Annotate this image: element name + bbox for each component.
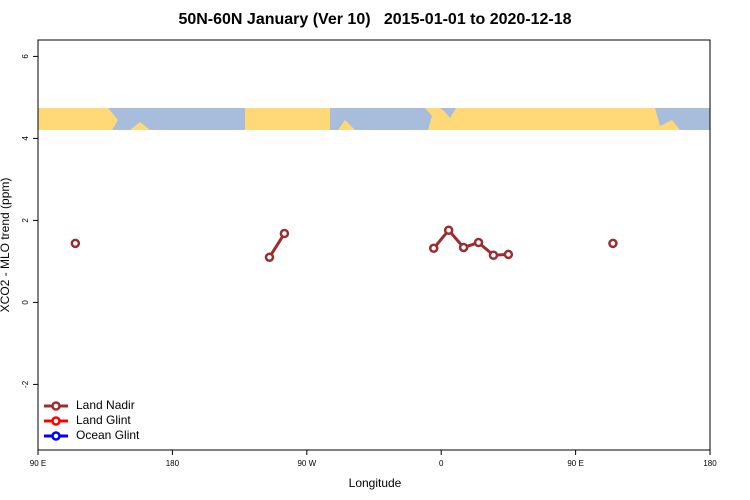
y-tick-label: 6 (21, 54, 30, 59)
y-tick-label: 2 (21, 218, 30, 223)
data-point (473, 237, 484, 248)
plot-frame (37, 39, 711, 451)
legend-label: Land Nadir (76, 398, 135, 412)
data-point (428, 243, 439, 254)
x-tick-label: 180 (166, 459, 180, 468)
x-tick-label: 180 (703, 459, 717, 468)
y-tick-label: -2 (21, 380, 30, 388)
legend-marker (51, 416, 61, 426)
legend-marker (51, 401, 61, 411)
series-line (432, 227, 509, 257)
data-point (264, 252, 275, 263)
data-point (608, 238, 618, 249)
data-point (70, 238, 81, 249)
legend-label: Land Glint (76, 413, 131, 427)
map-strip (38, 108, 710, 130)
y-tick-label: 0 (21, 300, 30, 305)
legend-label: Ocean Glint (76, 428, 140, 442)
x-axis-label: Longitude (349, 476, 402, 490)
x-tick-label: 90 W (297, 459, 316, 468)
data-point (488, 250, 499, 260)
chart-title: 50N-60N January (Ver 10) 2015-01-01 to 2… (178, 11, 571, 28)
x-tick-label: 90 E (30, 459, 46, 468)
legend-marker (51, 431, 61, 441)
y-tick-label: 4 (21, 136, 30, 141)
x-tick-label: 90 E (567, 459, 583, 468)
y-axis-label: XCO2 - MLO trend (ppm) (0, 178, 12, 313)
data-point (443, 225, 454, 235)
x-tick-label: 0 (439, 459, 444, 468)
data-point (503, 249, 514, 260)
data-point (279, 228, 290, 239)
data-point (458, 242, 469, 253)
